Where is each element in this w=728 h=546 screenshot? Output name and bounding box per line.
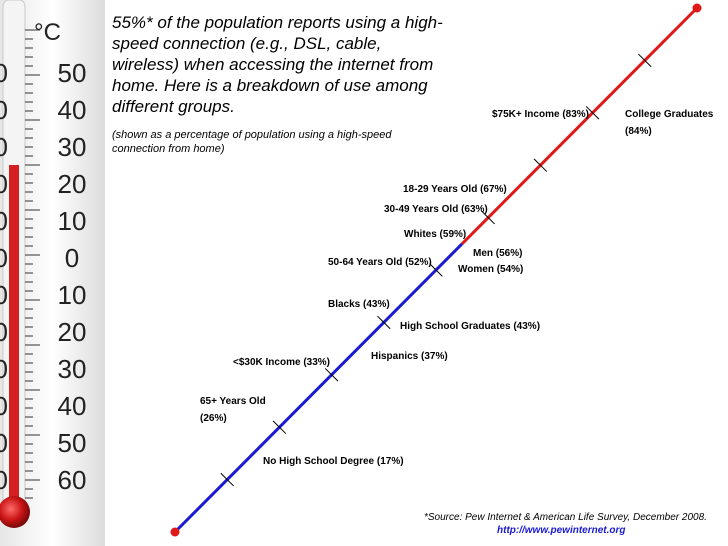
thermometer-scale-label: 10 (58, 206, 87, 236)
scale-tick (585, 106, 600, 120)
thermometer-bulb (0, 496, 30, 528)
scale-tick (272, 420, 287, 434)
thermometer-right-scale: 50 40 30 20 10 0 10 20 30 40 50 60 (58, 58, 87, 495)
thermometer-scale-label: 10 (0, 206, 8, 236)
thermometer-scale-label: 40 (58, 95, 87, 125)
data-label: Hispanics (37%) (371, 351, 448, 362)
thermometer-scale-label: 20 (58, 169, 87, 199)
thermometer-liquid (9, 165, 19, 510)
thermometer-unit-label: °C (34, 19, 61, 46)
thermometer-scale-label: 40 (58, 391, 87, 421)
thermometer-scale-label: 20 (0, 317, 8, 347)
data-label: 50-64 Years Old (52%) (328, 257, 432, 268)
line-end-point (692, 3, 702, 13)
data-label: Blacks (43%) (328, 299, 390, 310)
source-link[interactable]: http://www.pewinternet.org (497, 525, 626, 536)
thermometer-scale-label: 10 (0, 280, 8, 310)
thermometer-scale-label: 50 (0, 428, 8, 458)
thermometer-ticks (25, 29, 40, 499)
thermometer-scale-label: 30 (58, 132, 87, 162)
scale-tick (377, 315, 391, 330)
thermometer-scale-label: 0 (65, 243, 79, 273)
scale-tick (324, 368, 339, 382)
thermometer-scale-label: 50 (58, 428, 87, 458)
data-label: Women (54%) (458, 264, 524, 275)
line-start-point (170, 527, 180, 537)
data-label: 18-29 Years Old (67%) (403, 184, 507, 195)
scale-tick (429, 263, 443, 277)
scale-tick (638, 53, 652, 68)
thermometer-scale-label: 30 (58, 354, 87, 384)
data-label: Whites (59%) (404, 229, 467, 240)
thermometer-scale-label: 20 (58, 317, 87, 347)
thermometer-scale-label: 50 (58, 58, 87, 88)
scale-tick (481, 210, 495, 225)
thermometer-scale-label: 60 (0, 465, 8, 495)
thermometer-scale-label: 60 (58, 465, 87, 495)
data-label: College Graduates (84%) (625, 109, 714, 137)
data-label: No High School Degree (17%) (263, 456, 404, 467)
thermometer-scale-label: 30 (0, 354, 8, 384)
thermometer-illustration: °C 50 40 30 20 10 0 10 20 30 40 50 60 50 40 30 20 10 0 10… (0, 0, 105, 546)
thermometer-scale-label: 50 (0, 58, 8, 88)
thermometer-scale-label: 30 (0, 132, 8, 162)
data-label: High School Graduates (43%) (400, 321, 541, 332)
data-label: $75K+ Income (83%) (492, 109, 589, 120)
thermometer-scale-label: 40 (0, 95, 8, 125)
thermometer-left-scale: 50 40 30 20 10 0 10 20 30 40 50 60 (0, 58, 8, 495)
below-average-line (173, 242, 464, 534)
thermometer-scale-label: 10 (58, 280, 87, 310)
data-label: Men (56%) (473, 248, 523, 259)
above-average-line (461, 6, 699, 245)
intro-note: (shown as a percentage of population usi… (112, 129, 392, 155)
intro-text: 55%* of the population reports using a h… (112, 13, 443, 116)
data-label: 30-49 Years Old (63%) (384, 204, 488, 215)
data-label: <$30K Income (33%) (233, 357, 330, 368)
source-citation: *Source: Pew Internet & American Life Su… (424, 512, 707, 523)
thermometer-scale-label: 0 (0, 243, 8, 273)
thermometer-scale-label: 40 (0, 391, 8, 421)
thermometer-scale-label: 20 (0, 169, 8, 199)
scale-tick (533, 158, 548, 172)
scale-tick (220, 472, 234, 487)
data-label: 65+ Years Old (26%) (200, 396, 266, 424)
